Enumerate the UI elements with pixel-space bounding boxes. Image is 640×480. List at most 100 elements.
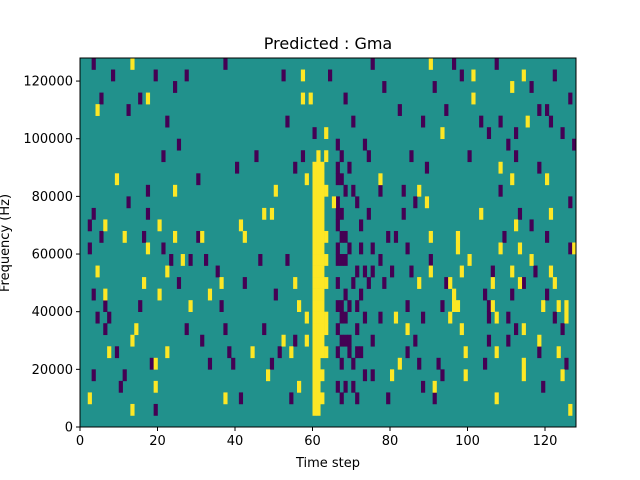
heatmap-cell-high: [103, 219, 108, 232]
heatmap-cell-high: [490, 277, 495, 289]
x-tick-label: 60: [304, 434, 321, 449]
heatmap-cell-low: [273, 288, 278, 301]
heatmap-cell-high: [324, 127, 329, 140]
heatmap-cell-low: [215, 265, 220, 278]
heatmap-cell-high: [320, 242, 325, 255]
heatmap-cell-high: [145, 92, 151, 105]
heatmap-cell-high: [200, 230, 205, 243]
heatmap-cell-high: [494, 311, 499, 324]
heatmap-cell-high: [548, 265, 554, 278]
heatmap-cell-low: [405, 242, 410, 255]
heatmap-cell-high: [316, 403, 321, 416]
heatmap-cell-high: [498, 242, 503, 255]
heatmap-cell-high: [537, 334, 542, 347]
heatmap-cell-high: [564, 300, 569, 312]
heatmap-cell-low: [386, 392, 391, 405]
heatmap-cell-low: [355, 392, 360, 405]
heatmap-cell-low: [277, 346, 282, 359]
heatmap-cell-low: [479, 115, 484, 128]
heatmap-cell-low: [335, 207, 340, 220]
heatmap-cell-high: [312, 403, 317, 416]
heatmap-cell-high: [393, 311, 399, 324]
heatmap-cell-high: [95, 265, 100, 278]
heatmap-cell-high: [324, 150, 329, 163]
heatmap-cell-high: [529, 254, 534, 266]
heatmap-cell-low: [343, 184, 348, 197]
heatmap-cell-high: [572, 242, 577, 255]
heatmap-cell-low: [432, 81, 437, 93]
heatmap-cell-high: [130, 58, 135, 70]
heatmap-cell-low: [196, 230, 201, 243]
heatmap-plot-area: [79, 57, 577, 428]
heatmap-cell-high: [556, 346, 561, 359]
heatmap-cell-low: [339, 300, 344, 312]
heatmap-cell-low: [355, 323, 360, 336]
heatmap-cell-low: [370, 58, 375, 70]
heatmap-cell-low: [223, 323, 228, 336]
heatmap-cell-low: [386, 230, 391, 243]
heatmap-cell-high: [521, 323, 526, 336]
heatmap-cell-high: [390, 369, 395, 382]
heatmap-cell-high: [242, 230, 247, 243]
heatmap-cell-low: [382, 277, 387, 289]
heatmap-cell-low: [568, 242, 573, 255]
heatmap-cell-high: [316, 230, 321, 243]
heatmap-cell-low: [339, 311, 344, 324]
heatmap-cell-high: [517, 242, 523, 255]
heatmap-cell-low: [153, 403, 158, 416]
heatmap-cell-low: [161, 242, 166, 255]
heatmap-cell-low: [514, 323, 519, 336]
heatmap-cell-low: [362, 138, 368, 151]
heatmap-cell-low: [421, 115, 426, 128]
heatmap-cell-high: [459, 323, 464, 336]
heatmap-cell-high: [440, 127, 445, 140]
heatmap-cell-low: [486, 334, 492, 347]
heatmap-cell-low: [122, 369, 127, 382]
heatmap-cell-low: [103, 323, 108, 336]
heatmap-cell-high: [545, 173, 550, 186]
x-tick-label: 120: [533, 434, 558, 449]
heatmap-cell-low: [537, 104, 542, 116]
heatmap-cell-low: [176, 138, 182, 151]
heatmap-cell-high: [173, 230, 178, 243]
heatmap-cell-high: [103, 288, 108, 301]
heatmap-cell-low: [552, 69, 557, 82]
heatmap-cell-high: [320, 369, 325, 382]
heatmap-cell-low: [483, 357, 488, 370]
heatmap-cell-high: [320, 346, 325, 359]
heatmap-cell-low: [545, 288, 550, 301]
heatmap-cell-high: [316, 357, 321, 370]
heatmap-cell-low: [378, 311, 383, 324]
chart-title: Predicted : Gma: [264, 34, 392, 53]
heatmap-cell-low: [560, 127, 565, 140]
heatmap-cell-high: [312, 219, 317, 232]
heatmap-cell-high: [219, 277, 224, 289]
heatmap-cell-high: [320, 196, 325, 209]
heatmap-cell-high: [312, 265, 317, 278]
heatmap-cell-low: [362, 311, 368, 324]
heatmap-cell-high: [304, 334, 309, 347]
heatmap-cell-high: [463, 369, 468, 382]
heatmap-cell-low: [87, 242, 92, 255]
heatmap-cell-low: [335, 196, 340, 209]
heatmap-cell-high: [312, 357, 317, 370]
heatmap-cell-high: [459, 265, 464, 278]
heatmap-cell-low: [339, 392, 344, 405]
heatmap-cell-low: [359, 346, 364, 359]
heatmap-cell-low: [289, 392, 294, 405]
heatmap-cell-high: [297, 380, 302, 393]
heatmap-cell-high: [494, 346, 499, 359]
heatmap-cell-high: [517, 277, 523, 289]
x-axis: 0 20 40 60 80 100 120: [76, 427, 558, 449]
heatmap-cell-high: [165, 346, 170, 359]
x-tick-label: 100: [455, 434, 480, 449]
heatmap-cell-low: [545, 104, 550, 116]
heatmap-cell-high: [316, 254, 321, 266]
heatmap-cell-high: [448, 277, 453, 289]
heatmap-cell-high: [316, 334, 321, 347]
heatmap-cell-high: [514, 219, 519, 232]
heatmap-cell-low: [355, 265, 360, 278]
heatmap-cell-low: [173, 81, 178, 93]
heatmap-cell-low: [300, 150, 306, 163]
